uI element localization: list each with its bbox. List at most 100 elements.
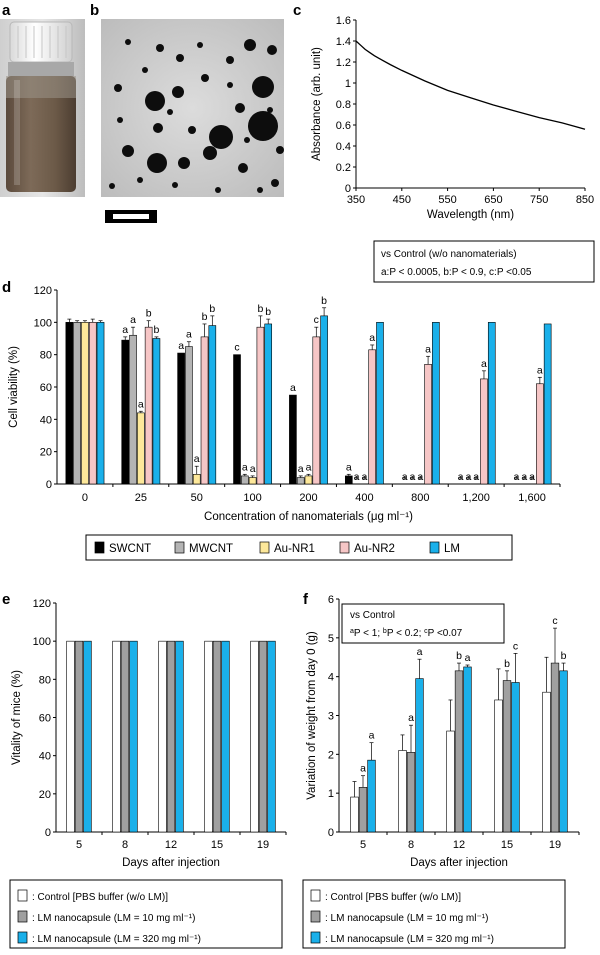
bar-au-nr2-0 bbox=[88, 322, 97, 485]
tem-particle bbox=[244, 39, 256, 51]
significance-label: b bbox=[504, 658, 510, 670]
y-tick-label: 20 bbox=[39, 789, 51, 801]
y-tick-label: 6 bbox=[328, 594, 334, 606]
significance-label: b bbox=[257, 303, 263, 315]
chart-d-cell-viability: d vs Control (w/o nanomaterials) a:P < 0.… bbox=[2, 240, 595, 561]
legend-label-0: : Control [PBS buffer (w/o LM)] bbox=[32, 892, 168, 903]
star-marker: * bbox=[418, 474, 422, 486]
y-tick-label: 60 bbox=[40, 382, 52, 394]
significance-label: a bbox=[250, 463, 256, 475]
bar-series0-4 bbox=[542, 691, 551, 833]
y-tick-label: 1.2 bbox=[336, 57, 351, 69]
legend-label-1: : LM nanocapsule (LM = 10 mg ml⁻¹) bbox=[32, 913, 195, 924]
star-marker: * bbox=[459, 474, 463, 486]
significance-label: c bbox=[314, 314, 319, 326]
significance-label: a bbox=[290, 382, 296, 394]
bar-series0-3 bbox=[204, 640, 213, 833]
bar-au-nr2-3 bbox=[256, 326, 265, 485]
x-tick-label: 12 bbox=[453, 839, 465, 851]
bar-lm-3 bbox=[264, 323, 273, 485]
significance-label: a bbox=[425, 343, 431, 355]
tem-particle bbox=[137, 177, 143, 183]
bar-series2-1 bbox=[129, 640, 138, 833]
significance-label: a bbox=[514, 471, 520, 483]
legend-swatch-mwcnt bbox=[174, 541, 185, 554]
y-tick-label: 120 bbox=[34, 285, 52, 297]
star-marker: * bbox=[403, 474, 407, 486]
y-tick-label: 1.4 bbox=[336, 36, 351, 48]
tem-particle bbox=[122, 145, 134, 157]
y-tick-label: 80 bbox=[40, 350, 52, 362]
bar-series0-0 bbox=[66, 640, 75, 833]
bar-mwcnt-4 bbox=[296, 477, 305, 485]
x-axis-label: Days after injection bbox=[410, 857, 508, 869]
y-tick-label: 40 bbox=[39, 751, 51, 763]
x-tick-label: 800 bbox=[411, 492, 429, 504]
x-tick-label: 1,200 bbox=[462, 492, 490, 504]
significance-label: b bbox=[202, 311, 208, 323]
significance-label: b bbox=[321, 295, 327, 307]
bar-series2-3 bbox=[221, 640, 230, 833]
x-tick-label: 25 bbox=[135, 492, 147, 504]
significance-label: a bbox=[369, 332, 375, 344]
y-tick-label: 40 bbox=[40, 414, 52, 426]
bar-au-nr2-4 bbox=[312, 336, 321, 485]
panel-letter-a: a bbox=[2, 2, 11, 19]
y-tick-label: 80 bbox=[39, 674, 51, 686]
y-tick-label: 2 bbox=[328, 749, 334, 761]
tem-particle bbox=[226, 56, 234, 64]
bar-swcnt-0 bbox=[65, 322, 74, 485]
significance-box bbox=[373, 240, 595, 283]
bar-series1-1 bbox=[406, 752, 416, 833]
legend-label-2: : LM nanocapsule (LM = 320 mg ml⁻¹) bbox=[32, 934, 201, 945]
significance-label: a bbox=[465, 471, 471, 483]
significance-label: c bbox=[513, 640, 518, 652]
panel-letter-c: c bbox=[293, 2, 301, 19]
y-tick-label: 0.6 bbox=[336, 120, 351, 132]
x-tick-label: 12 bbox=[165, 839, 177, 851]
bar-swcnt-3 bbox=[233, 354, 241, 485]
tem-particle bbox=[209, 125, 233, 149]
legend-swatch-2 bbox=[310, 931, 321, 944]
significance-label: a bbox=[346, 461, 352, 473]
legend-label-0: : Control [PBS buffer (w/o LM)] bbox=[325, 892, 461, 903]
tem-particle bbox=[244, 137, 250, 143]
bar-au-nr1-1 bbox=[137, 412, 145, 485]
legend-swatch-0 bbox=[310, 889, 321, 902]
bar-series1-1 bbox=[120, 640, 130, 833]
y-tick-label: 0 bbox=[345, 183, 351, 195]
legend-label-2: : LM nanocapsule (LM = 320 mg ml⁻¹) bbox=[325, 934, 494, 945]
y-tick-label: 0 bbox=[328, 827, 334, 839]
significance-label: a bbox=[458, 471, 464, 483]
tem-particle bbox=[248, 111, 278, 141]
tem-particle bbox=[114, 84, 122, 92]
significance-label: b bbox=[265, 306, 271, 318]
bar-mwcnt-0 bbox=[73, 322, 81, 485]
star-marker: * bbox=[530, 474, 534, 486]
tem-particle bbox=[142, 67, 148, 73]
significance-label: a bbox=[417, 471, 423, 483]
tem-particle bbox=[145, 91, 165, 111]
y-tick-label: 1 bbox=[345, 78, 351, 90]
x-axis-label: Days after injection bbox=[122, 857, 220, 869]
y-tick-label: 100 bbox=[33, 636, 51, 648]
x-tick-label: 1,600 bbox=[518, 492, 546, 504]
legend-box bbox=[302, 879, 566, 949]
tem-particle bbox=[167, 109, 173, 115]
tem-particle bbox=[235, 103, 245, 113]
tem-particle bbox=[188, 126, 196, 134]
x-tick-label: 650 bbox=[484, 194, 502, 206]
significance-label: a bbox=[178, 340, 184, 352]
p-value-text: P < 0.2; bbox=[387, 628, 424, 639]
tem-particle bbox=[176, 54, 184, 62]
significance-label: a bbox=[529, 471, 535, 483]
y-tick-label: 100 bbox=[34, 317, 52, 329]
significance-label: a bbox=[361, 471, 367, 483]
tem-micrograph bbox=[101, 19, 284, 223]
tem-particle bbox=[156, 44, 164, 52]
significance-title: vs Control (w/o nanomaterials) bbox=[381, 249, 517, 260]
bar-series2-2 bbox=[175, 640, 184, 833]
x-tick-label: 5 bbox=[76, 839, 82, 851]
